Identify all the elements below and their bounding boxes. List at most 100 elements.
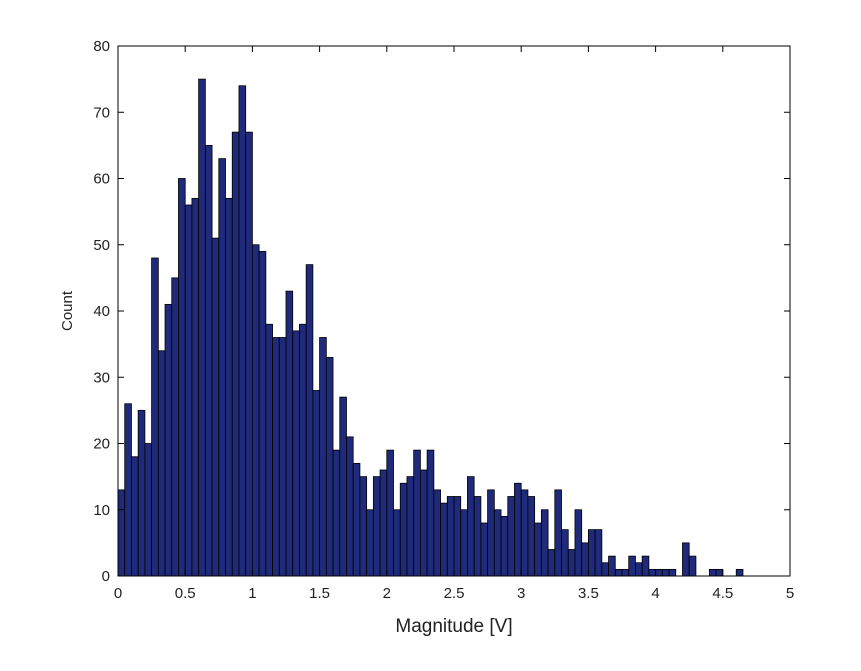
y-tick-label: 60	[93, 171, 110, 188]
bar	[184, 204, 193, 577]
bar	[574, 509, 583, 577]
y-tick-label: 40	[93, 303, 110, 320]
x-tick-label: 4	[651, 585, 659, 602]
bar	[534, 522, 542, 577]
bar	[258, 250, 267, 577]
bar	[171, 277, 179, 577]
bar	[379, 469, 388, 577]
bar	[668, 568, 677, 577]
bar	[339, 396, 347, 577]
bar	[292, 330, 300, 577]
bar	[581, 542, 589, 577]
bar	[218, 158, 226, 577]
bar	[251, 244, 260, 577]
x-tick-label: 3.5	[578, 585, 599, 602]
bar	[272, 337, 280, 577]
bar	[588, 529, 596, 577]
bar	[117, 489, 126, 577]
bar	[157, 350, 166, 577]
bar	[211, 237, 220, 577]
bar	[621, 568, 630, 577]
bar	[198, 78, 206, 577]
bar	[514, 482, 522, 577]
bar	[480, 522, 489, 577]
bar	[608, 555, 616, 577]
y-axis-label: Count	[59, 290, 76, 331]
bar	[299, 323, 307, 577]
bar	[446, 496, 455, 577]
y-tick-label: 30	[93, 369, 110, 386]
bar	[144, 443, 153, 577]
bar	[386, 449, 394, 577]
bar	[661, 568, 670, 577]
bar	[601, 562, 609, 577]
x-axis-label: Magnitude [V]	[395, 616, 512, 637]
bar	[238, 85, 247, 577]
bar	[467, 476, 475, 577]
x-tick-label: 2	[383, 585, 391, 602]
bar	[440, 502, 448, 577]
bar	[493, 509, 502, 577]
x-tick-label: 4.5	[712, 585, 733, 602]
y-tick-label: 10	[93, 502, 110, 519]
bar	[399, 482, 408, 577]
bar	[191, 197, 200, 577]
bar	[124, 403, 132, 577]
x-tick-label: 0	[114, 585, 122, 602]
bar	[460, 509, 468, 577]
bar	[655, 568, 663, 577]
bar	[406, 476, 415, 577]
bar	[648, 568, 657, 577]
bar	[540, 509, 549, 577]
bar	[682, 542, 690, 577]
bar	[426, 449, 435, 577]
bar	[178, 178, 186, 577]
bar	[500, 515, 509, 577]
bar	[346, 436, 354, 577]
x-tick-label: 1	[248, 585, 256, 602]
x-tick-label: 2.5	[444, 585, 465, 602]
bar	[225, 197, 233, 577]
bar	[231, 131, 240, 577]
bar	[393, 509, 401, 577]
x-tick-label: 3	[517, 585, 525, 602]
x-tick-label: 5	[786, 585, 794, 602]
y-tick-label: 80	[93, 38, 110, 55]
bar	[332, 449, 341, 577]
y-tick-label: 20	[93, 436, 110, 453]
x-tick-label: 1.5	[309, 585, 330, 602]
bar	[204, 144, 213, 577]
bar	[433, 489, 441, 577]
bar	[413, 449, 421, 577]
bar	[312, 390, 321, 577]
bar	[131, 456, 139, 577]
bar	[453, 496, 462, 577]
bar	[554, 489, 562, 577]
y-tick-label: 0	[102, 568, 110, 585]
bar	[319, 337, 327, 577]
bar	[715, 568, 724, 577]
bar	[366, 509, 374, 577]
bar	[265, 323, 273, 577]
bar	[561, 529, 569, 577]
bar	[305, 264, 314, 577]
bar	[278, 337, 287, 577]
bar	[635, 562, 643, 577]
bar	[359, 476, 368, 577]
x-tick-label: 0.5	[175, 585, 196, 602]
bar	[372, 476, 381, 577]
y-tick-label: 50	[93, 237, 110, 254]
bar	[628, 555, 636, 577]
bar	[547, 549, 556, 577]
bar	[527, 496, 536, 577]
bar	[567, 549, 576, 577]
bar	[507, 496, 515, 577]
bar	[688, 555, 697, 577]
bar	[641, 555, 650, 577]
bar	[285, 290, 294, 577]
bar	[137, 409, 146, 577]
bar	[151, 257, 159, 577]
bar	[735, 568, 744, 577]
bar	[419, 469, 428, 577]
